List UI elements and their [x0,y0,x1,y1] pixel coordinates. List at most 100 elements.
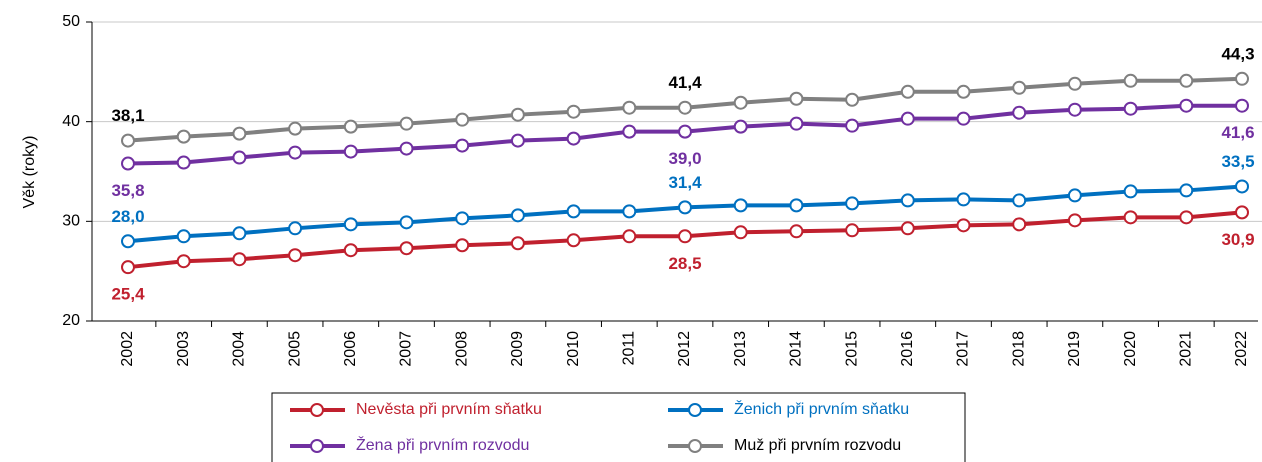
point [733,198,748,213]
point [845,196,860,211]
x-tick-label: 2010 [565,331,582,367]
point [232,252,247,267]
legend-label: Nevěsta při prvním sňatku [356,401,542,418]
point [1179,210,1194,225]
point [789,198,804,213]
point [956,192,971,207]
point [956,84,971,99]
x-tick-label: 2013 [732,331,749,367]
point [1067,102,1082,117]
x-tick-label: 2002 [119,331,136,367]
data-label: 44,3 [1221,44,1254,63]
point [1123,210,1138,225]
point [1123,101,1138,116]
point [900,193,915,208]
point [622,204,637,219]
point [510,107,525,122]
point [288,248,303,263]
x-tick-label: 2020 [1122,331,1139,367]
data-label: 41,6 [1221,123,1254,142]
point [176,129,191,144]
data-label: 33,5 [1221,152,1254,171]
point [789,224,804,239]
point [622,100,637,115]
legend-marker [310,403,324,417]
point [956,111,971,126]
data-label: 39,0 [668,149,701,168]
data-label: 25,4 [111,285,145,304]
x-tick-label: 2007 [398,331,415,367]
point [622,229,637,244]
point [956,218,971,233]
x-tick-label: 2022 [1233,331,1250,367]
point [845,118,860,133]
y-axis-label: Věk (roky) [21,136,38,209]
point [1179,183,1194,198]
point [288,121,303,136]
x-tick-label: 2018 [1010,331,1027,367]
point [566,204,581,219]
legend-label: Ženich při prvním sňatku [734,399,909,418]
point [232,126,247,141]
point [900,221,915,236]
point [343,217,358,232]
point [455,238,470,253]
x-tick-label: 2005 [286,331,303,367]
point [733,119,748,134]
point [121,133,135,148]
point [510,133,525,148]
x-tick-label: 2003 [175,331,192,367]
x-tick-label: 2015 [843,331,860,367]
point [399,241,414,256]
point [121,234,135,249]
x-tick-label: 2011 [621,331,638,366]
point [733,95,748,110]
point [176,254,191,269]
point [1012,193,1027,208]
point [288,221,303,236]
point [566,131,581,146]
point [733,225,748,240]
point [343,243,358,258]
point [678,124,692,139]
point [566,233,581,248]
data-label: 31,4 [668,173,702,192]
point [121,260,135,275]
point [399,116,414,131]
point [1067,188,1082,203]
point [232,226,247,241]
y-tick-label: 40 [62,113,80,130]
point [343,119,358,134]
point [900,111,915,126]
point [288,145,303,160]
point [900,84,915,99]
point [1012,217,1027,232]
legend-marker [688,439,702,453]
point [510,236,525,251]
point [176,229,191,244]
point [845,92,860,107]
point [678,100,692,115]
point [1179,98,1194,113]
point [789,116,804,131]
point [232,150,247,165]
point [455,211,470,226]
x-tick-label: 2017 [955,331,972,367]
legend-marker [310,439,324,453]
legend-marker [688,403,702,417]
point [343,144,358,159]
x-tick-label: 2009 [509,331,526,367]
point [1235,71,1249,86]
point [455,112,470,127]
legend-label: Žena při prvním rozvodu [356,435,529,454]
x-tick-label: 2016 [899,331,916,367]
data-label: 30,9 [1221,230,1254,249]
point [399,141,414,156]
point [678,229,692,244]
point [845,223,860,238]
x-tick-label: 2012 [676,331,693,367]
point [121,156,135,171]
point [789,91,804,106]
point [1123,184,1138,199]
